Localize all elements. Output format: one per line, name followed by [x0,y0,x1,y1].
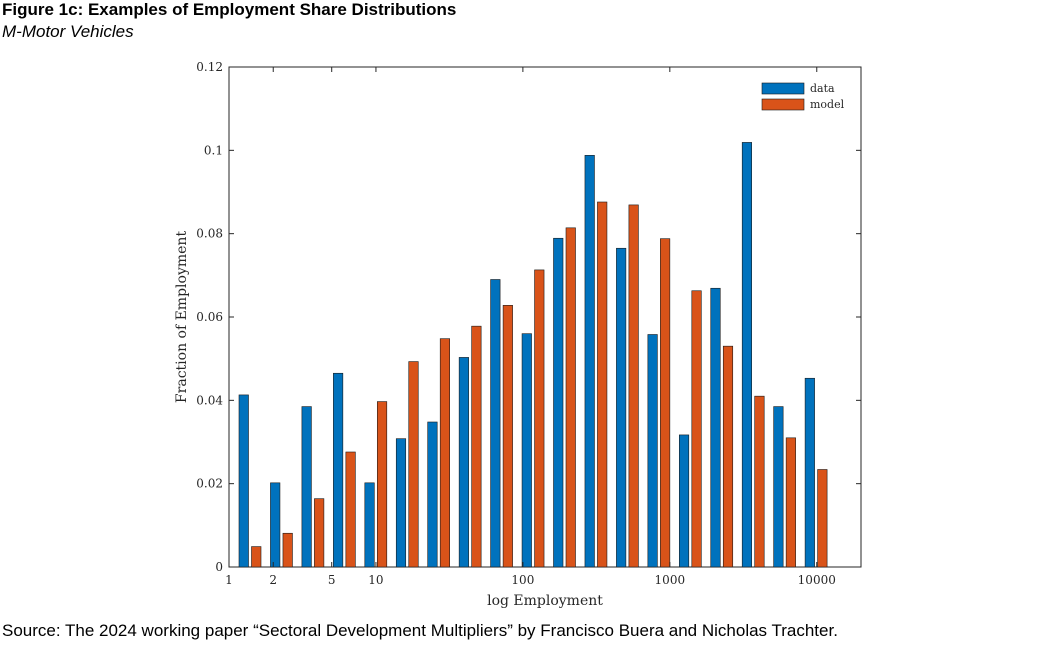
x-tick-label: 2 [269,573,277,587]
bar-model-4 [376,401,388,568]
bar-data-10 [553,237,564,568]
bar-data-5 [395,438,407,568]
figure-source: Source: The 2024 working paper “Sectoral… [2,621,838,640]
bar-model-17 [785,437,796,568]
bar-data-9 [521,333,532,568]
bar-model-2 [314,498,325,568]
x-tick-label: 5 [328,573,336,587]
bar-data-18 [804,377,815,568]
bar-data-7 [458,357,469,568]
figure-subtitle: M-Motor Vehicles [2,22,134,41]
bar-data-1 [270,482,281,568]
y-tick-label: 0.04 [196,393,223,407]
bar-model-10 [565,227,576,568]
figure-title: Figure 1c: Examples of Employment Share … [2,0,457,19]
bar-data-14 [678,434,690,568]
legend: data model [761,82,845,111]
bar-model-6 [439,338,451,568]
x-tick-label: 10 [368,573,383,587]
bar-data-16 [741,142,753,568]
bar-model-16 [754,395,765,568]
y-tick-label: 0.12 [196,60,223,74]
x-axis: 1 2 5 10 100 1000 10000 [225,67,836,587]
bar-model-1 [282,532,293,568]
x-tick-label: 100 [511,573,534,587]
legend-swatch-data [761,82,805,95]
bar-model-14 [691,290,702,568]
plot-area [228,66,862,568]
bar-model-15 [722,345,734,568]
y-tick-label: 0.06 [196,310,223,324]
bar-data-2 [301,406,312,568]
y-tick-label: 0.1 [204,143,223,157]
bar-data-12 [616,247,627,568]
x-tick-label: 10000 [798,573,836,587]
bar-model-9 [534,269,545,568]
bar-model-11 [597,201,608,568]
y-tick-label: 0 [215,560,223,574]
bar-data-15 [710,287,721,568]
y-tick-label: 0.08 [196,227,223,241]
y-axis: 0 0.02 0.04 0.06 0.08 0.1 0.12 [196,60,861,574]
bar-model-18 [817,469,828,568]
bar-model-13 [660,238,671,568]
bar-data-6 [427,421,438,568]
bar-data-8 [490,279,501,568]
y-axis-label: Fraction of Employment [174,231,190,404]
bars-group [238,142,828,568]
x-axis-label: log Employment [487,593,603,609]
legend-swatch-model [761,98,805,111]
bar-data-4 [364,482,375,568]
legend-label-model: model [810,98,845,111]
bar-model-7 [471,325,482,568]
bar-model-0 [251,546,262,568]
bar-data-17 [773,406,784,568]
y-tick-label: 0.02 [196,477,223,491]
bar-data-11 [584,155,595,568]
x-tick-label: 1000 [655,573,686,587]
bar-model-5 [408,361,419,568]
bar-model-12 [628,204,639,568]
bar-data-13 [647,334,658,568]
legend-label-data: data [810,82,835,95]
bar-data-0 [238,394,249,568]
bar-data-3 [333,372,344,568]
x-tick-label: 1 [225,573,233,587]
bar-model-3 [345,451,356,568]
bar-model-8 [502,305,513,568]
